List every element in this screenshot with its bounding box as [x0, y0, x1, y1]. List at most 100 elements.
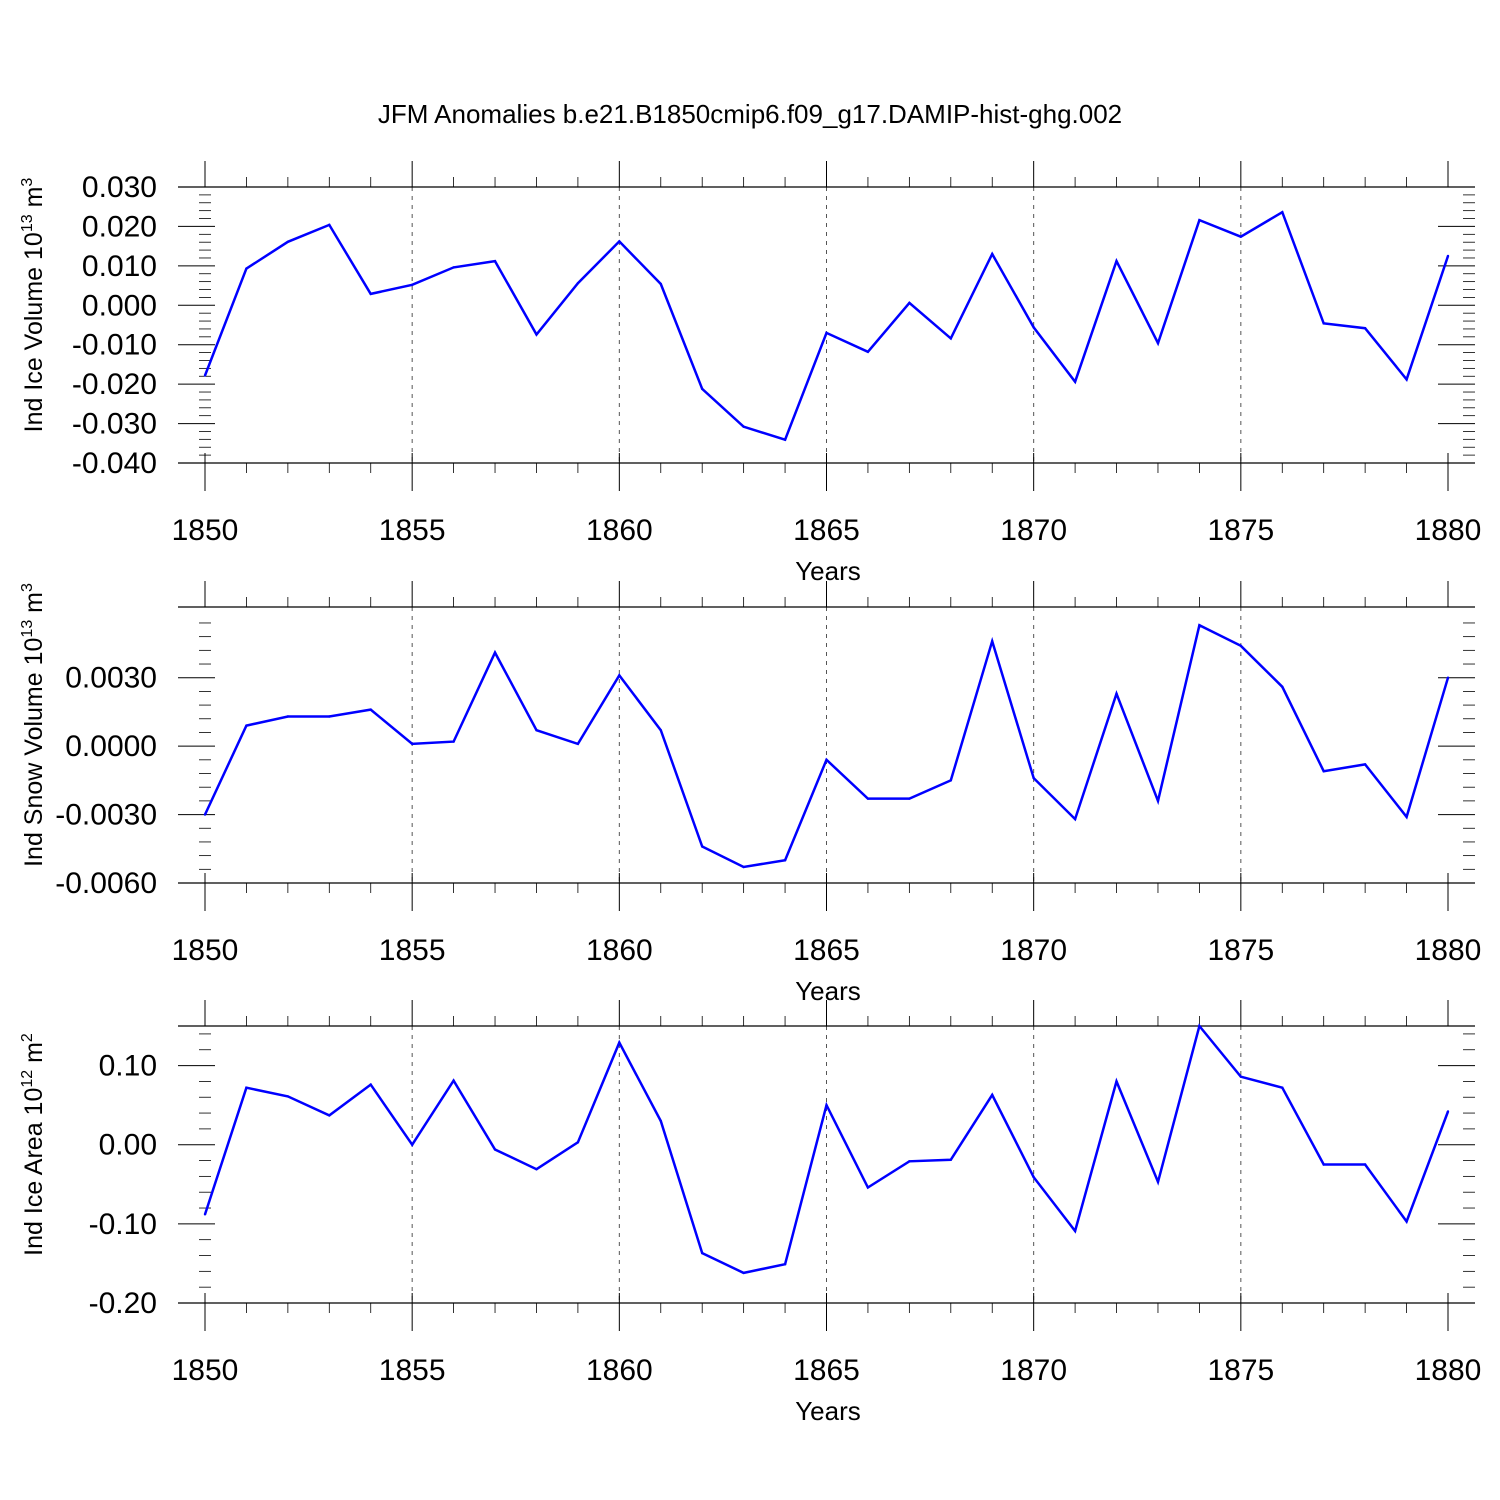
- data-point: [1198, 218, 1201, 222]
- x-tick-label: 1870: [1000, 514, 1067, 547]
- data-point: [410, 283, 414, 286]
- data-point: [1405, 378, 1408, 381]
- x-tick-label: 1865: [793, 514, 860, 547]
- data-point: [286, 240, 290, 244]
- data-point: [825, 331, 828, 335]
- y-tick-label: -0.030: [72, 408, 157, 441]
- data-point: [949, 779, 952, 782]
- data-point: [1239, 644, 1243, 647]
- x-tick-label: 1850: [172, 514, 239, 547]
- x-axis-label: Years: [795, 556, 861, 586]
- data-point: [618, 240, 621, 243]
- data-point: [742, 1271, 745, 1275]
- data-point: [949, 1158, 952, 1161]
- data-point: [328, 1114, 331, 1117]
- data-point: [493, 651, 497, 654]
- data-point: [783, 1263, 787, 1266]
- data-point: [286, 715, 290, 718]
- data-point: [1115, 692, 1118, 695]
- x-tick-label: 1870: [1000, 1354, 1067, 1387]
- x-tick-label: 1865: [793, 1354, 860, 1387]
- data-point: [1363, 326, 1367, 330]
- data-point: [991, 640, 994, 643]
- x-tick-label: 1880: [1415, 514, 1482, 547]
- data-point: [783, 858, 787, 862]
- data-point: [410, 742, 414, 746]
- data-point: [742, 425, 745, 428]
- data-point: [1363, 1163, 1367, 1166]
- data-point: [908, 797, 911, 800]
- data-point: [203, 374, 207, 377]
- x-tick-label: 1880: [1415, 1354, 1482, 1387]
- data-point: [1405, 1220, 1408, 1223]
- data-point: [286, 1095, 290, 1098]
- data-point: [908, 1160, 911, 1163]
- y-tick-label: 0.10: [99, 1050, 157, 1083]
- data-point: [1032, 326, 1035, 329]
- data-point: [866, 1186, 870, 1189]
- panel-ice-area: -0.20 -0.10 0.00 0.10 1850 1855 1860 1865 1870 18…: [19, 1000, 1481, 1426]
- y-tick-label: -0.20: [89, 1287, 157, 1320]
- data-point: [245, 267, 248, 270]
- data-point: [908, 301, 911, 305]
- data-point: [701, 1251, 704, 1255]
- y-axis-label-superscript: 12: [19, 1070, 36, 1088]
- data-point: [452, 740, 455, 743]
- data-point: [1281, 1086, 1284, 1089]
- y-tick-label: 0.000: [82, 289, 157, 322]
- data-point: [825, 758, 828, 762]
- x-tick-label: 1860: [586, 934, 653, 967]
- y-axis-label-part: m: [20, 1042, 48, 1070]
- data-point: [701, 845, 704, 848]
- data-point: [535, 1168, 538, 1171]
- data-point: [1405, 815, 1408, 819]
- y-tick-label: -0.020: [72, 368, 157, 401]
- y-axis-label-part: m: [20, 592, 48, 620]
- data-point: [783, 438, 787, 441]
- y-axis-label-part: m: [20, 187, 48, 215]
- y-tick-label: -0.10: [89, 1208, 157, 1241]
- y-tick-label: -0.040: [72, 447, 157, 480]
- data-point: [1032, 776, 1035, 780]
- x-tick-label: 1870: [1000, 934, 1067, 967]
- y-tick-label: 0.00: [99, 1129, 157, 1162]
- data-point: [245, 1086, 248, 1089]
- y-axis-label: Ind Ice Volume 1013 m3: [19, 178, 48, 433]
- x-tick-label: 1875: [1207, 1354, 1274, 1387]
- data-point: [1115, 1080, 1118, 1083]
- data-point: [1156, 1180, 1160, 1184]
- data-point: [245, 724, 248, 727]
- data-point: [1073, 380, 1077, 383]
- data-point: [203, 813, 207, 816]
- data-point: [1239, 235, 1243, 238]
- y-axis-label-part: Ind Ice Area 10: [20, 1088, 48, 1256]
- data-point: [1156, 799, 1160, 803]
- data-point: [1322, 770, 1325, 773]
- data-point: [618, 1041, 621, 1044]
- data-point: [618, 674, 621, 677]
- x-tick-label: 1855: [379, 934, 446, 967]
- data-point: [659, 282, 662, 286]
- x-tick-label: 1880: [1415, 934, 1482, 967]
- y-axis-label-superscript: 2: [19, 1033, 36, 1042]
- x-tick-label: 1875: [1207, 514, 1274, 547]
- y-axis-label-superscript: 3: [19, 178, 36, 187]
- figure-title: JFM Anomalies b.e21.B1850cmip6.f09_g17.D…: [378, 99, 1122, 129]
- data-point: [1032, 1175, 1035, 1179]
- data-point: [369, 708, 372, 711]
- data-point: [369, 292, 372, 296]
- data-point: [991, 1093, 994, 1097]
- panel-ice-volume: -0.040 -0.030 -0.020 -0.010 0.000 0.010 0.020 0…: [19, 161, 1481, 586]
- data-point: [1363, 763, 1367, 766]
- y-axis-label-superscript: 13: [19, 214, 36, 232]
- data-point: [452, 1079, 455, 1082]
- data-point: [535, 728, 538, 732]
- data-point: [493, 259, 497, 263]
- data-point: [203, 1213, 207, 1216]
- data-point: [535, 333, 538, 336]
- data-point: [742, 865, 745, 869]
- x-axis-label: Years: [795, 976, 861, 1006]
- data-point: [576, 282, 580, 285]
- data-point: [1322, 322, 1325, 325]
